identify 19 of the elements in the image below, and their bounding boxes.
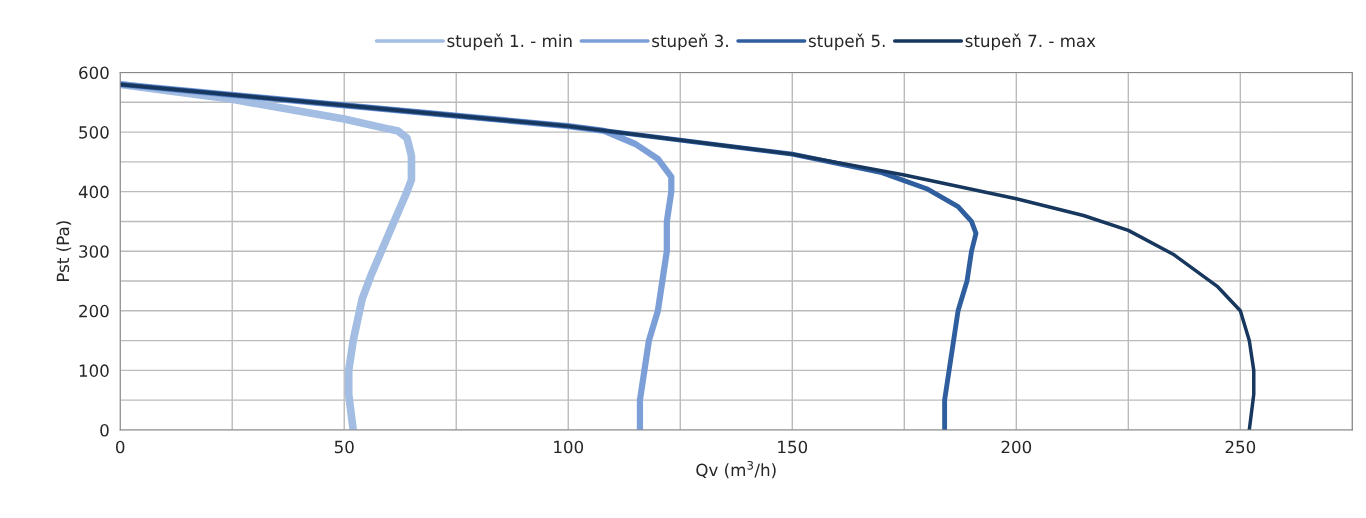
y-tick-label: 200	[79, 304, 109, 318]
y-tick-label: 600	[79, 66, 109, 80]
legend-label: stupeň 5.	[808, 33, 885, 51]
x-tick-label: 50	[334, 440, 354, 454]
y-tick-label: 500	[79, 126, 109, 139]
x-tick-label: 200	[1001, 440, 1032, 454]
x-tick-label: 0	[116, 440, 125, 454]
y-tick-label: 300	[79, 245, 109, 258]
x-tick-label: 100	[554, 440, 584, 454]
x-tick-label: 250	[1225, 440, 1256, 454]
y-tick-label: 100	[79, 364, 109, 377]
x-tick-label: 150	[778, 440, 808, 454]
legend-label: stupeň 7. - max	[965, 33, 1096, 51]
y-axis-title: Pst (Pa)	[56, 221, 72, 281]
y-tick-label: 0	[100, 423, 109, 437]
legend-label: stupeň 3.	[652, 33, 728, 51]
y-tick-label: 400	[78, 185, 109, 199]
x-axis-title: Qv (m$^{3}$/h)	[696, 460, 776, 479]
legend-label: stupeň 1. - min	[447, 33, 572, 51]
